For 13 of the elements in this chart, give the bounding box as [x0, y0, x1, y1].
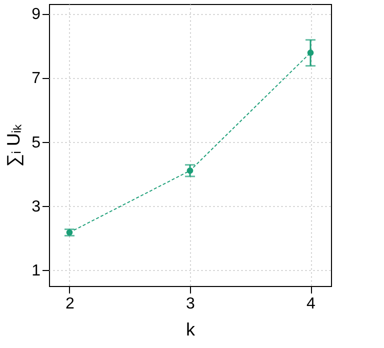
x-tick-label: 2 [66, 296, 75, 312]
y-tick-label: 5 [32, 134, 41, 152]
point [66, 229, 73, 236]
x-axis-title: k [186, 320, 196, 340]
x-tick-label: 3 [186, 296, 196, 312]
point [186, 167, 194, 174]
y-tick-label: 3 [32, 198, 41, 216]
y-axis-title: ∑ᵢ Uᵢₖ [4, 123, 24, 167]
y-tick-label: 1 [32, 262, 41, 280]
y-tick-label: 7 [32, 70, 41, 88]
point [307, 50, 314, 56]
y-tick-label: 9 [32, 6, 41, 24]
x-tick-label: 4 [306, 296, 316, 312]
